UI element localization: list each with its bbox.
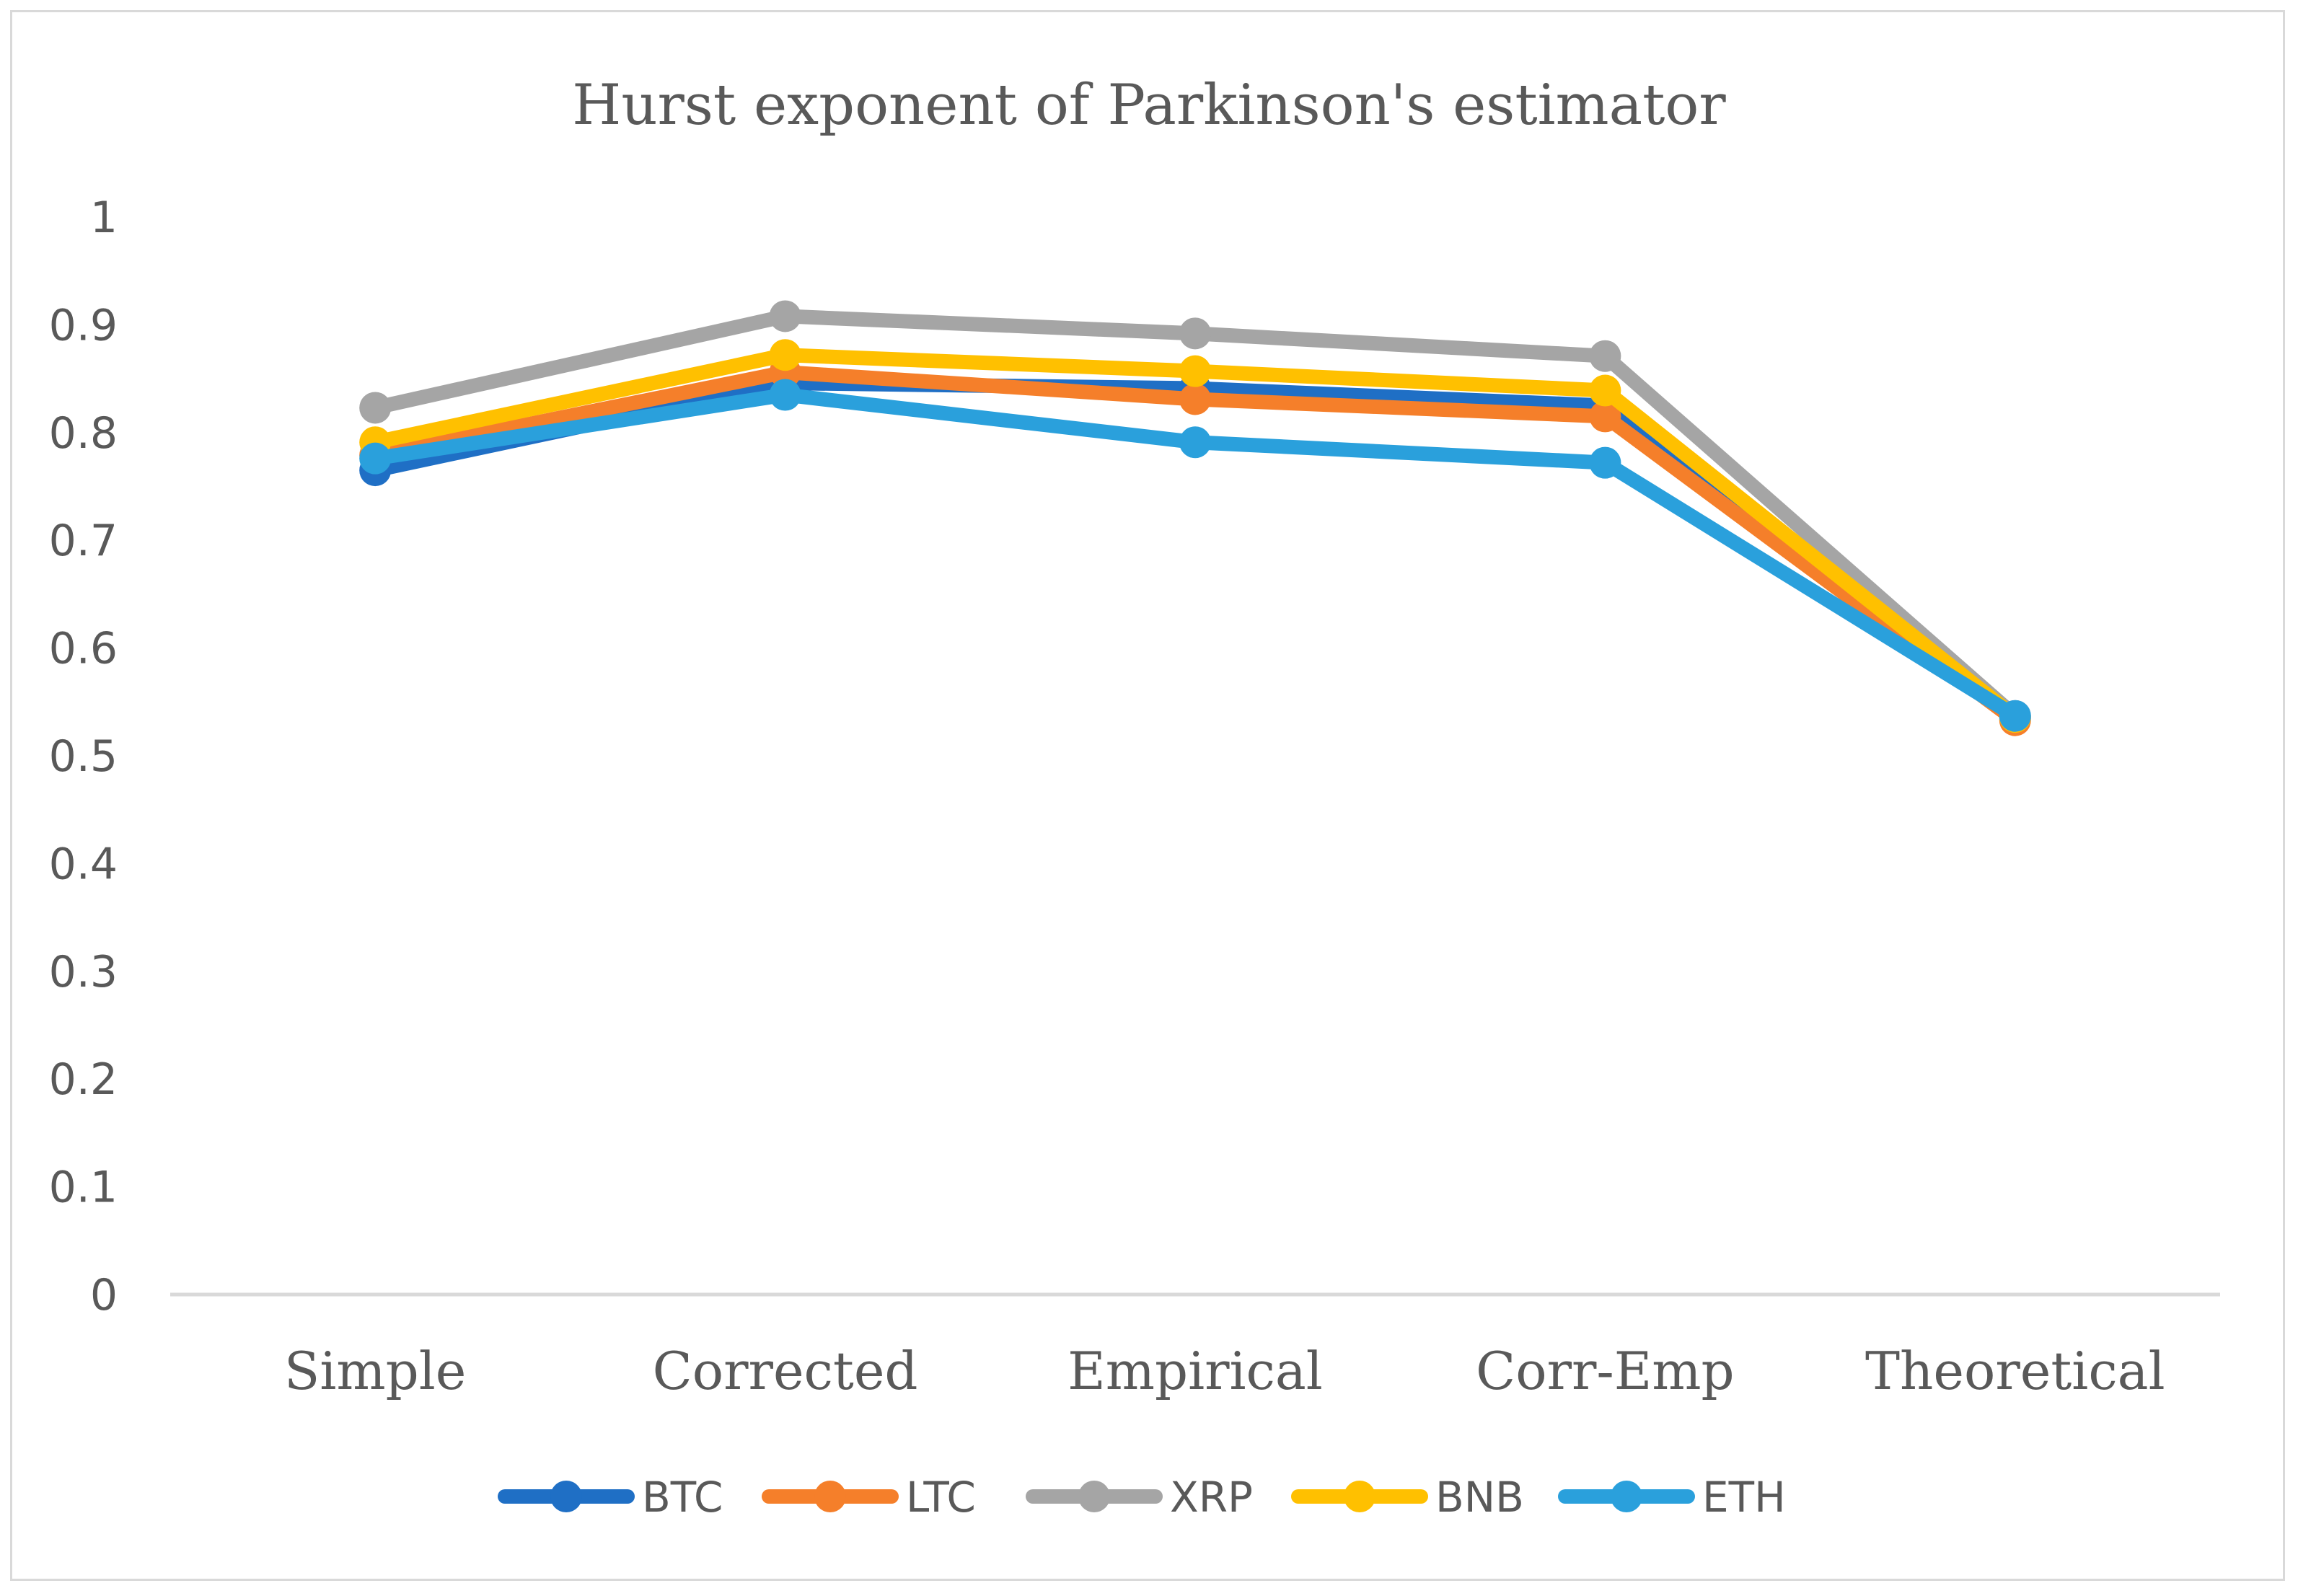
data-point — [1999, 700, 2031, 732]
series-eth — [359, 379, 2031, 732]
data-point — [1179, 426, 1211, 459]
legend-label: ETH — [1702, 1473, 1786, 1522]
data-point — [359, 392, 392, 424]
chart-frame — [10, 10, 2285, 1581]
y-tick-label: 0.2 — [49, 1054, 118, 1105]
legend-swatch-marker — [814, 1481, 846, 1512]
legend-item-xrp: XRP — [1026, 1473, 1253, 1522]
data-point — [769, 379, 801, 411]
data-point — [1589, 374, 1621, 407]
data-point — [1589, 340, 1621, 372]
legend-item-ltc: LTC — [762, 1473, 976, 1522]
x-tick-label: Corr-Emp — [1476, 1341, 1735, 1401]
legend-item-eth: ETH — [1558, 1473, 1786, 1522]
x-axis-ticks: Simple Corrected Empirical Corr-Emp Theoreti… — [284, 1341, 2165, 1401]
data-point — [1179, 355, 1211, 387]
data-point — [1589, 446, 1621, 479]
y-tick-label: 0.6 — [49, 624, 118, 674]
data-point — [1179, 383, 1211, 415]
series-ltc — [359, 356, 2031, 736]
y-axis-ticks: 0 0.1 0.2 0.3 0.4 0.5 0.6 0.7 0.8 0.9 1 — [49, 193, 118, 1321]
data-point — [769, 339, 801, 371]
x-tick-label: Empirical — [1067, 1341, 1323, 1401]
y-tick-label: 0.8 — [49, 408, 118, 459]
data-point — [769, 300, 801, 332]
legend-label: XRP — [1170, 1473, 1253, 1522]
legend-label: LTC — [906, 1473, 976, 1522]
legend-label: BNB — [1435, 1473, 1524, 1522]
legend: BTC LTC XRP BNB ETH — [498, 1473, 1786, 1522]
legend-swatch-marker — [1344, 1481, 1375, 1512]
legend-label: BTC — [642, 1473, 723, 1522]
legend-swatch-marker — [1611, 1481, 1642, 1512]
legend-swatch-marker — [550, 1481, 582, 1512]
legend-swatch-marker — [1078, 1481, 1110, 1512]
y-tick-label: 0.5 — [49, 731, 118, 782]
y-tick-label: 0 — [90, 1270, 118, 1321]
series-layer — [359, 300, 2031, 736]
data-point — [1589, 400, 1621, 433]
chart-title: Hurst exponent of Parkinson's estimator — [572, 73, 1726, 138]
y-tick-label: 0.1 — [49, 1163, 118, 1213]
y-tick-label: 0.9 — [49, 300, 118, 350]
legend-item-bnb: BNB — [1291, 1473, 1524, 1522]
y-tick-label: 0.4 — [49, 839, 118, 889]
x-tick-label: Corrected — [653, 1341, 918, 1401]
y-tick-label: 0.3 — [49, 947, 118, 997]
data-point — [1179, 317, 1211, 350]
data-point — [359, 442, 392, 475]
x-tick-label: Theoretical — [1865, 1341, 2165, 1401]
y-tick-label: 0.7 — [49, 516, 118, 566]
y-tick-label: 1 — [90, 193, 118, 243]
x-tick-label: Simple — [284, 1341, 466, 1401]
legend-item-btc: BTC — [498, 1473, 723, 1522]
